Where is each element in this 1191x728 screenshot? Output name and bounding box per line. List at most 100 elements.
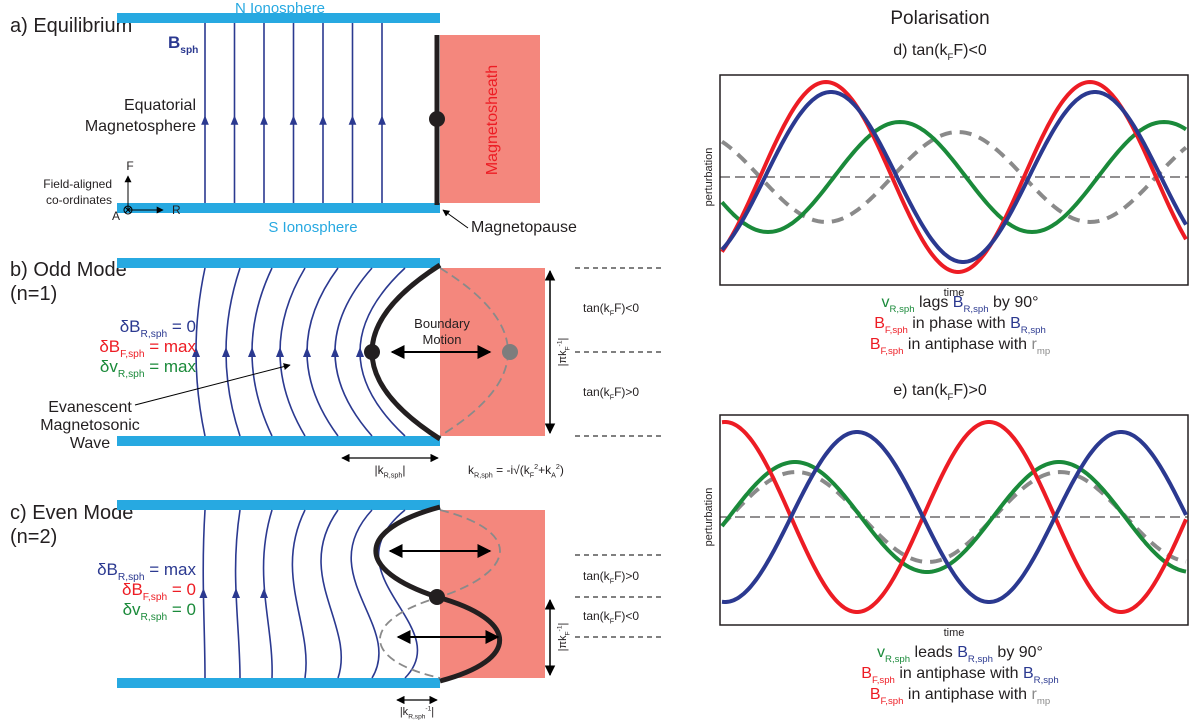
perturbation-label-part: δv [123, 600, 141, 619]
perturbation-label: δvR,sph = 0 [123, 600, 196, 623]
perturbation-label-part: = max [145, 337, 197, 356]
period-label: |πkF-1| [557, 623, 572, 652]
caption-part: leads [910, 644, 957, 661]
panel-title: b) Odd Mode [10, 259, 127, 281]
field-line [351, 510, 379, 678]
boundary-point [429, 589, 445, 605]
perturbation-label-part: δB [97, 560, 118, 579]
tan-label: tan(kFF)<0 [583, 301, 639, 318]
perturbation-label-part: R,sph [141, 612, 168, 623]
period-label-part: |πk [557, 350, 569, 366]
motion-label: Motion [422, 332, 461, 347]
y-axis-label: perturbation [703, 148, 715, 207]
caption-part: R,sph [1034, 675, 1059, 686]
region-label: Equatorial [124, 97, 196, 114]
caption-part: in antiphase with [895, 665, 1023, 682]
perturbation-label-part: F,sph [120, 349, 144, 360]
caption-part: lags [915, 294, 953, 311]
region-label: Magnetosphere [85, 118, 196, 135]
formula-label-part: F [530, 471, 535, 480]
tan-label-part: tan(k [583, 301, 611, 315]
caption-part: R,sph [963, 304, 988, 315]
caption-part: by 90° [993, 644, 1043, 661]
ionosphere [117, 203, 440, 213]
perturbation-label-part: F,sph [143, 592, 167, 603]
coords-label: co-ordinates [46, 193, 112, 207]
width-label: |kR,sph| [374, 463, 405, 480]
caption-part: in antiphase with [903, 686, 1031, 703]
b-label-part: B [168, 33, 180, 52]
tan-label-part: F)<0 [614, 301, 639, 315]
field-arrow [331, 347, 339, 357]
tan-label-part: tan(k [583, 385, 611, 399]
field-arrow [356, 347, 364, 357]
field-arrow [232, 588, 240, 598]
caption-part: F,sph [881, 696, 904, 707]
formula-label-part: = -i√(k [493, 463, 531, 477]
perturbation-label-part: = 0 [167, 580, 196, 599]
field-line [321, 510, 341, 678]
perturbation-label-part: δB [120, 317, 141, 336]
perturbation-label-part: = max [145, 560, 197, 579]
perturbation-label-part: δv [100, 357, 118, 376]
wave-label: Evanescent [48, 399, 132, 416]
field-line [226, 268, 240, 436]
caption-part: F,sph [881, 346, 904, 357]
ionosphere-label: N Ionosphere [235, 0, 325, 17]
caption-part: R,sph [885, 654, 910, 665]
tan-label-part: F)>0 [614, 385, 639, 399]
wave-label: Magnetosonic [40, 417, 140, 434]
caption-part: B [870, 336, 881, 353]
period-label-part: |πk [557, 635, 569, 651]
caption-part: R,sph [889, 304, 914, 315]
panel-title-part: F)<0 [953, 42, 986, 59]
tan-label-part: tan(k [583, 609, 611, 623]
axis-label: A [112, 209, 120, 223]
caption-part: B [861, 665, 872, 682]
field-arrow [303, 347, 311, 357]
caption-part: in phase with [908, 315, 1010, 332]
ionosphere [117, 500, 440, 510]
caption-part: v [877, 644, 885, 661]
tan-label-part: F)>0 [614, 569, 639, 583]
coords-label: Field-aligned [43, 177, 112, 191]
period-label-part: F [564, 631, 571, 635]
width-label: |kR,sph-1| [400, 706, 434, 721]
boundary-point [364, 344, 380, 360]
caption-part: B [870, 686, 881, 703]
panel-title: e) tan(kFF)>0 [893, 382, 987, 403]
panel-title-part: F)>0 [953, 382, 986, 399]
caption: BF,sph in antiphase with rmp [870, 686, 1050, 707]
panel-title-part: e) tan(k [893, 382, 948, 399]
caption-part: F,sph [885, 325, 908, 336]
x-axis-label: time [944, 627, 965, 639]
caption-part: in antiphase with [903, 336, 1031, 353]
axis-label: F [126, 159, 133, 173]
width-label-part: | [431, 706, 434, 718]
magnetopause-label: Magnetopause [471, 219, 577, 236]
mode-label: (n=1) [10, 283, 57, 305]
field-arrow [199, 588, 207, 598]
caption-part: B [957, 644, 968, 661]
period-label-part: | [557, 338, 569, 341]
field-arrow [276, 347, 284, 357]
ionosphere [117, 436, 440, 446]
caption: BF,sph in phase with BR,sph [874, 315, 1046, 336]
tan-label: tan(kFF)>0 [583, 569, 639, 586]
width-label-part: R,sph [408, 713, 426, 720]
b-label-part: sph [180, 45, 198, 56]
perturbation-label-part: R,sph [118, 369, 145, 380]
perturbation-label-part: δB [122, 580, 143, 599]
caption-part: B [953, 294, 964, 311]
ionosphere-label: S Ionosphere [268, 219, 357, 236]
wave-label: Wave [70, 435, 110, 452]
tan-label-part: tan(k [583, 569, 611, 583]
perturbation-label-part: = 0 [167, 317, 196, 336]
tan-label: tan(kFF)<0 [583, 609, 639, 626]
formula-label-part: ) [560, 463, 564, 477]
caption-part: mp [1037, 696, 1050, 707]
field-line [292, 510, 306, 678]
figure: a) EquilibriumN IonosphereS IonosphereMa… [0, 0, 1191, 723]
motion-label: Boundary [414, 316, 470, 331]
field-arrow [260, 588, 268, 598]
